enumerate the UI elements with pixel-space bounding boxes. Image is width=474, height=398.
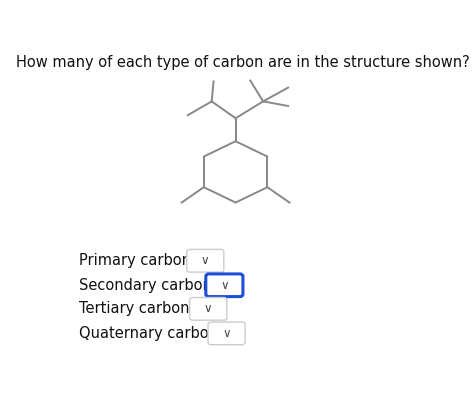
FancyBboxPatch shape	[190, 298, 227, 320]
Text: ∨: ∨	[220, 279, 228, 292]
FancyBboxPatch shape	[206, 274, 243, 297]
Text: ∨: ∨	[222, 327, 231, 340]
Text: ∨: ∨	[204, 302, 212, 315]
FancyBboxPatch shape	[187, 250, 224, 272]
Text: Secondary carbons:: Secondary carbons:	[80, 278, 225, 293]
Text: How many of each type of carbon are in the structure shown?: How many of each type of carbon are in t…	[16, 55, 470, 70]
Text: Tertiary carbons:: Tertiary carbons:	[80, 301, 203, 316]
Text: Quaternary carbons:: Quaternary carbons:	[80, 326, 231, 341]
Text: Primary carbons:: Primary carbons:	[80, 253, 204, 268]
FancyBboxPatch shape	[208, 322, 245, 345]
Text: ∨: ∨	[201, 254, 210, 267]
